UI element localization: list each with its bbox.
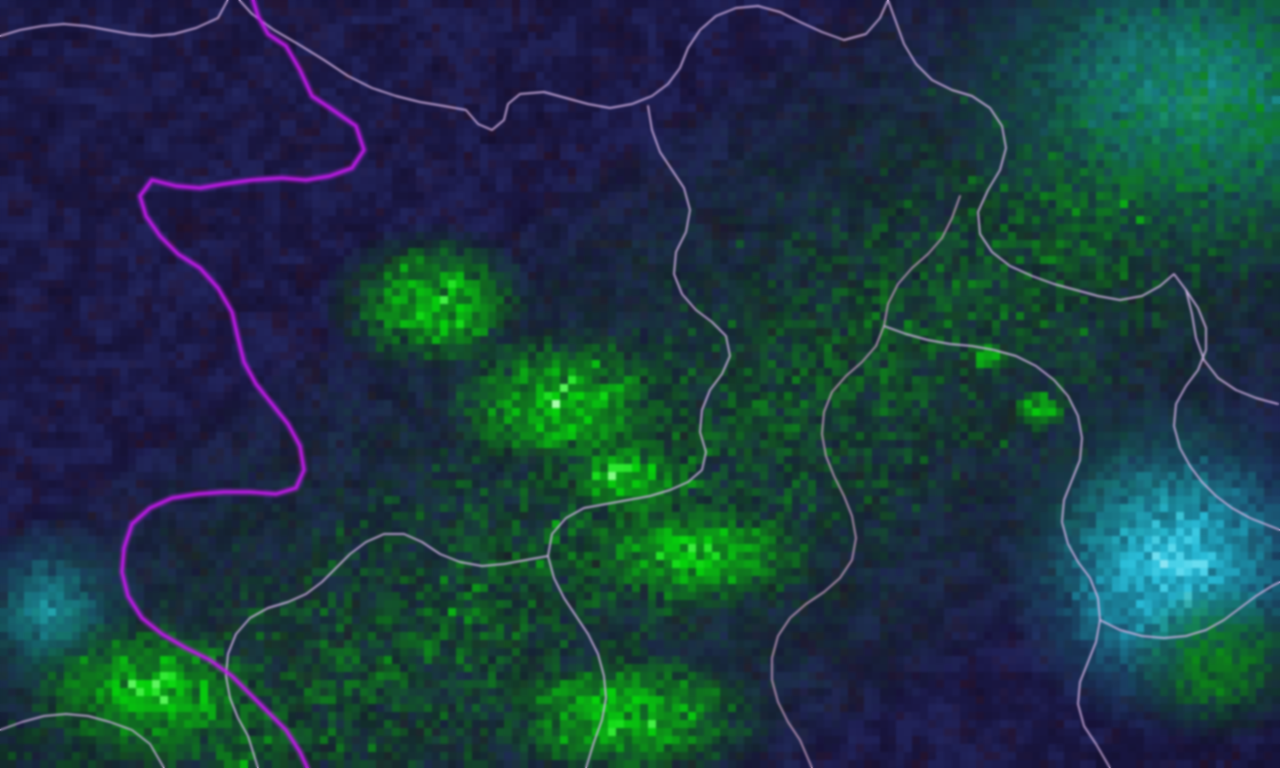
- radar-reflectivity-layer: [0, 0, 1280, 768]
- radar-map-view[interactable]: [0, 0, 1280, 768]
